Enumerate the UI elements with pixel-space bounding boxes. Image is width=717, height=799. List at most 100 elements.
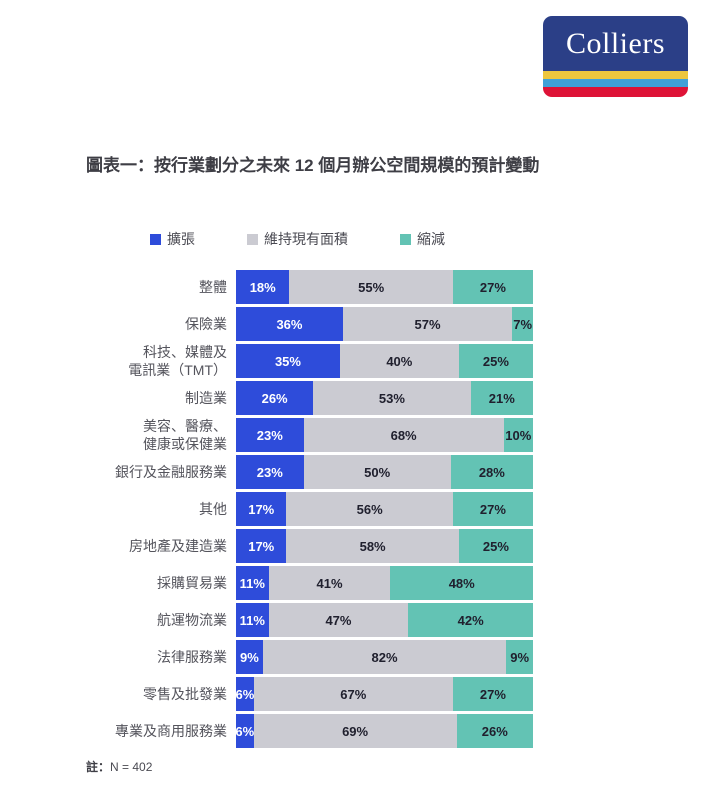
category-label: 科技、媒體及 電訊業（TMT） — [128, 344, 227, 378]
bar-segment-維持現有面積: 57% — [342, 307, 513, 341]
bar-value-label: 53% — [378, 390, 405, 406]
bar-segment-維持現有面積: 47% — [268, 603, 409, 637]
chart-row: 制造業 26% 53% 21% — [86, 381, 533, 415]
bar-value-label: 17% — [248, 538, 275, 554]
chart-row: 科技、媒體及 電訊業（TMT） 35% 40% 25% — [86, 344, 533, 378]
bar-segment-擴張: 35% — [236, 344, 340, 378]
bar-value-label: 47% — [325, 612, 352, 628]
bar-segment-縮減: 42% — [408, 603, 533, 637]
category-label: 房地產及建造業 — [129, 538, 227, 554]
bar-value-label: 50% — [364, 464, 391, 480]
category-label: 其他 — [199, 501, 227, 517]
legend-label: 維持現有面積 — [264, 231, 348, 247]
bar-value-label: 27% — [479, 279, 506, 295]
bar-segment-擴張: 26% — [236, 381, 314, 415]
chart-row: 專業及商用服務業 6% 69% 26% — [86, 714, 533, 748]
bar-value-label: 67% — [340, 686, 367, 702]
bar-value-label: 42% — [457, 612, 484, 628]
bar-segment-維持現有面積: 56% — [286, 492, 453, 526]
colliers-logo: Colliers — [543, 16, 688, 97]
legend-label: 擴張 — [167, 231, 195, 247]
bar-segment-縮減: 25% — [458, 344, 533, 378]
bar-segment-擴張: 23% — [236, 455, 304, 489]
bar-value-label: 69% — [342, 723, 369, 739]
bar-value-label: 17% — [248, 501, 275, 517]
bar-value-label: 7% — [513, 316, 533, 332]
category-label: 航運物流業 — [157, 612, 227, 628]
bar-segment-擴張: 17% — [236, 529, 287, 563]
logo-stripe-red — [543, 87, 688, 97]
logo-wordmark: Colliers — [566, 26, 665, 60]
bar-segment-縮減: 26% — [456, 714, 533, 748]
bar-segment-維持現有面積: 41% — [268, 566, 391, 600]
chart-title: 圖表一：按行業劃分之未來 12 個月辦公空間規模的預計變動 — [86, 156, 540, 175]
chart-row: 法律服務業 9% 82% 9% — [86, 640, 534, 674]
bar-segment-縮減: 27% — [452, 270, 533, 304]
bar-value-label: 9% — [239, 649, 259, 665]
bar-group: 17% 58% 25% — [236, 529, 533, 563]
logo-blue-block: Colliers — [543, 16, 688, 71]
bar-value-label: 26% — [261, 390, 288, 406]
bar-group: 18% 55% 27% — [236, 270, 533, 304]
bar-group: 17% 56% 27% — [236, 492, 533, 526]
bar-value-label: 11% — [239, 612, 265, 628]
bar-group: 6% 67% 27% — [236, 677, 533, 711]
bar-value-label: 56% — [356, 501, 383, 517]
bar-group: 26% 53% 21% — [236, 381, 533, 415]
footnote-value: N = 402 — [110, 760, 153, 774]
bar-segment-縮減: 25% — [458, 529, 533, 563]
bar-segment-擴張: 11% — [236, 603, 269, 637]
bar-value-label: 57% — [414, 316, 441, 332]
stacked-bar-chart: 整體 18% 55% 27% 保險業 36% 57% 7% 科技、媒體及 電訊業（TMT） 35% 4… — [86, 270, 534, 748]
bar-value-label: 35% — [274, 353, 301, 369]
bar-group: 36% 57% 7% — [236, 307, 534, 341]
chart-row: 美容、醫療、 健康或保健業 23% 68% 10% — [86, 418, 533, 452]
bar-segment-縮減: 9% — [506, 640, 534, 674]
bar-segment-擴張: 6% — [235, 714, 254, 748]
bar-segment-擴張: 9% — [236, 640, 263, 674]
bar-value-label: 27% — [479, 686, 506, 702]
legend-item: 縮減 — [400, 229, 445, 249]
bar-value-label: 27% — [479, 501, 506, 517]
legend-label: 縮減 — [417, 231, 445, 247]
legend-item: 維持現有面積 — [247, 229, 348, 249]
bar-segment-維持現有面積: 58% — [286, 529, 459, 563]
bar-value-label: 25% — [482, 538, 509, 554]
bar-segment-擴張: 18% — [236, 270, 290, 304]
bar-value-label: 21% — [488, 390, 515, 406]
category-label: 專業及商用服務業 — [115, 723, 227, 739]
bar-segment-縮減: 7% — [512, 307, 534, 341]
category-label: 保險業 — [185, 316, 227, 332]
bar-segment-維持現有面積: 55% — [289, 270, 453, 304]
bar-group: 35% 40% 25% — [236, 344, 533, 378]
logo-stripe-yellow — [543, 71, 688, 79]
chart-row: 銀行及金融服務業 23% 50% 28% — [86, 455, 534, 489]
bar-value-label: 26% — [481, 723, 508, 739]
bar-segment-維持現有面積: 69% — [253, 714, 457, 748]
legend-swatch-icon — [247, 233, 258, 245]
bar-value-label: 23% — [256, 427, 283, 443]
chart-row: 整體 18% 55% 27% — [86, 270, 533, 304]
category-label: 採購貿易業 — [157, 575, 227, 591]
legend-swatch-icon — [400, 233, 411, 245]
footnote-label: 註： — [86, 760, 111, 774]
bar-value-label: 23% — [256, 464, 283, 480]
chart-row: 房地產及建造業 17% 58% 25% — [86, 529, 533, 563]
category-label: 整體 — [199, 279, 227, 295]
bar-segment-擴張: 36% — [236, 307, 343, 341]
bar-segment-縮減: 21% — [470, 381, 533, 415]
bar-group: 9% 82% 9% — [236, 640, 534, 674]
bar-value-label: 41% — [316, 575, 343, 591]
legend-swatch-icon — [150, 233, 161, 245]
bar-segment-維持現有面積: 68% — [303, 418, 504, 452]
logo-stripe-lightblue — [543, 79, 688, 87]
chart-row: 採購貿易業 11% 41% 48% — [86, 566, 533, 600]
bar-value-label: 18% — [249, 279, 276, 295]
bar-value-label: 36% — [276, 316, 303, 332]
footnote: 註：N = 402 — [86, 758, 152, 775]
bar-value-label: 10% — [505, 427, 532, 443]
category-label: 零售及批發業 — [143, 686, 227, 702]
bar-value-label: 58% — [359, 538, 386, 554]
bar-segment-維持現有面積: 67% — [253, 677, 453, 711]
